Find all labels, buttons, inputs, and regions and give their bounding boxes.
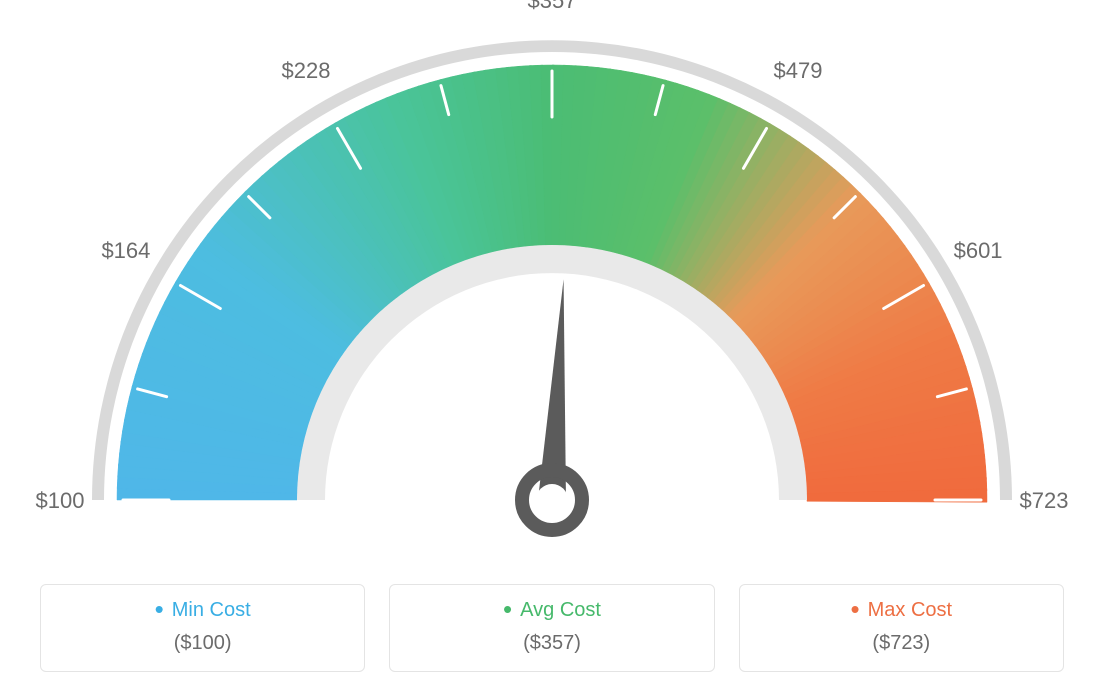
gauge-scale-label: $100 [36,488,85,513]
legend-row: Min Cost ($100) Avg Cost ($357) Max Cost… [40,584,1064,672]
legend-max-value: ($723) [750,632,1053,655]
cost-gauge-widget: $100 $164 $228 $357 $479 $601 $723 Min Cost ($… [0,0,1104,690]
legend-avg-value: ($357) [400,632,703,655]
legend-avg-label: Avg Cost [400,599,703,622]
legend-min-value: ($100) [51,632,354,655]
gauge-needle-hub-hole [536,484,568,516]
legend-max-card: Max Cost ($723) [739,584,1064,672]
gauge-scale-label: $164 [101,238,150,263]
legend-min-card: Min Cost ($100) [40,584,365,672]
gauge-scale-label: $601 [954,238,1003,263]
legend-max-label: Max Cost [750,599,1053,622]
gauge-scale-label: $228 [282,58,331,83]
legend-avg-card: Avg Cost ($357) [389,584,714,672]
legend-min-label: Min Cost [51,599,354,622]
gauge-scale-label: $723 [1020,488,1069,513]
gauge-scale-label: $357 [528,0,577,13]
gauge-scale-label: $479 [774,58,823,83]
gauge-chart: $100 $164 $228 $357 $479 $601 $723 [0,0,1104,560]
